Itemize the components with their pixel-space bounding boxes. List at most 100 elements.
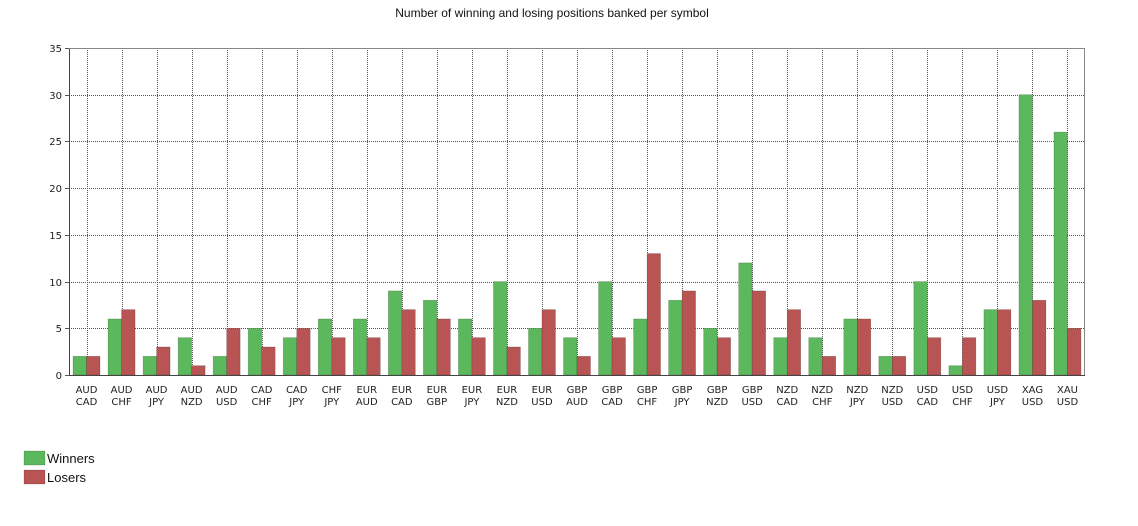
bar-winners	[177, 337, 192, 376]
x-category-label: NZD CHF	[811, 385, 833, 408]
bar-losers	[892, 356, 907, 376]
bar-losers	[997, 309, 1012, 376]
y-tick-label: 0	[56, 371, 62, 382]
chart-title: Number of winning and losing positions b…	[395, 6, 709, 20]
bar-winners	[352, 318, 368, 376]
bar-losers	[436, 318, 451, 376]
x-category-label: AUD JPY	[146, 385, 168, 408]
bar-losers	[576, 356, 591, 376]
x-category-label: EUR CAD	[391, 385, 413, 408]
bar-losers	[927, 337, 942, 376]
y-axis-ticks: 0 5 10 15 20 25 30 35	[49, 44, 62, 382]
x-category-label: XAU USD	[1057, 385, 1079, 408]
x-category-label: CHF JPY	[322, 385, 343, 408]
bar-losers	[611, 337, 626, 376]
bar-winners	[738, 262, 753, 376]
legend-label: Winners	[47, 451, 95, 466]
bar-losers	[751, 290, 766, 376]
bar-losers	[716, 337, 731, 376]
x-category-label: AUD NZD	[181, 385, 203, 408]
x-category-label: GBP JPY	[672, 385, 693, 408]
y-tick-label: 35	[49, 44, 62, 55]
bar-losers	[121, 309, 136, 376]
bar-losers	[1032, 299, 1047, 376]
x-category-label: USD CAD	[917, 385, 939, 408]
x-category-label: USD JPY	[987, 385, 1009, 408]
x-category-label: CAD CHF	[251, 385, 273, 408]
y-tick-label: 25	[49, 137, 62, 148]
bar-losers	[471, 337, 486, 376]
x-category-label: GBP CAD	[601, 385, 623, 408]
bar-losers	[331, 337, 346, 376]
legend-label: Losers	[47, 470, 87, 485]
bar-winners	[212, 356, 227, 376]
bar-losers	[191, 365, 206, 376]
bar-winners	[913, 281, 928, 376]
bar-losers	[541, 309, 556, 376]
x-category-label: EUR USD	[531, 385, 553, 408]
bar-losers	[226, 327, 241, 376]
bar-winners	[808, 337, 823, 376]
bar-winners	[423, 299, 438, 376]
bar-winners	[388, 290, 403, 376]
x-category-label: NZD USD	[881, 385, 903, 408]
bar-winners	[317, 318, 333, 376]
bar-losers	[296, 327, 311, 376]
bar-losers	[86, 356, 101, 376]
x-category-label: NZD CAD	[776, 385, 798, 408]
bar-losers	[506, 346, 521, 376]
x-category-label: NZD JPY	[846, 385, 868, 408]
bar-winners	[282, 337, 298, 376]
bar-winners	[843, 318, 858, 376]
bar-losers	[401, 309, 416, 376]
bar-winners	[668, 299, 683, 376]
bar-losers	[261, 346, 276, 376]
x-category-label: AUD USD	[216, 385, 238, 408]
bar-winners	[142, 356, 157, 376]
bar-winners	[528, 327, 543, 376]
bar-winners	[247, 327, 262, 376]
y-tick-label: 10	[49, 278, 62, 289]
bar-losers	[1067, 327, 1082, 376]
bar-winners	[563, 337, 578, 376]
bar-winners	[458, 318, 473, 376]
bar-winners	[598, 281, 613, 376]
x-category-label: EUR GBP	[427, 385, 448, 408]
bar-winners	[72, 356, 87, 376]
bar-winners	[1053, 131, 1068, 376]
y-tick-label: 30	[49, 91, 62, 102]
x-category-label: AUD CAD	[76, 385, 98, 408]
x-category-label: GBP AUD	[566, 385, 588, 408]
bar-losers	[681, 290, 696, 376]
y-tick-label: 15	[49, 231, 62, 242]
x-category-label: USD CHF	[952, 385, 974, 408]
bar-winners	[493, 281, 508, 376]
bar-losers	[646, 253, 661, 376]
bar-winners	[773, 337, 788, 376]
legend-swatch	[23, 469, 46, 485]
axes	[65, 48, 1085, 376]
bar-winners	[703, 327, 718, 376]
y-tick-label: 20	[49, 184, 62, 195]
bar-winners	[983, 309, 998, 376]
bar-losers	[821, 356, 837, 376]
legend-swatch	[23, 450, 46, 466]
bar-losers	[856, 318, 872, 376]
x-category-label: AUD CHF	[111, 385, 133, 408]
bar-losers	[786, 309, 802, 376]
bar-winners	[107, 318, 122, 376]
x-category-label: GBP USD	[741, 385, 763, 408]
bar-losers	[156, 346, 171, 376]
x-category-label: XAG USD	[1022, 385, 1044, 408]
x-category-label: EUR NZD	[496, 385, 518, 408]
bar-winners	[1018, 94, 1033, 376]
bar-winners	[633, 318, 648, 376]
bar-losers	[366, 337, 381, 376]
x-category-label: GBP CHF	[637, 385, 658, 408]
grid	[69, 48, 1085, 375]
y-tick-label: 5	[56, 324, 62, 335]
x-category-label: EUR JPY	[462, 385, 483, 408]
bar-winners	[948, 365, 963, 376]
bar-winners	[878, 356, 893, 376]
